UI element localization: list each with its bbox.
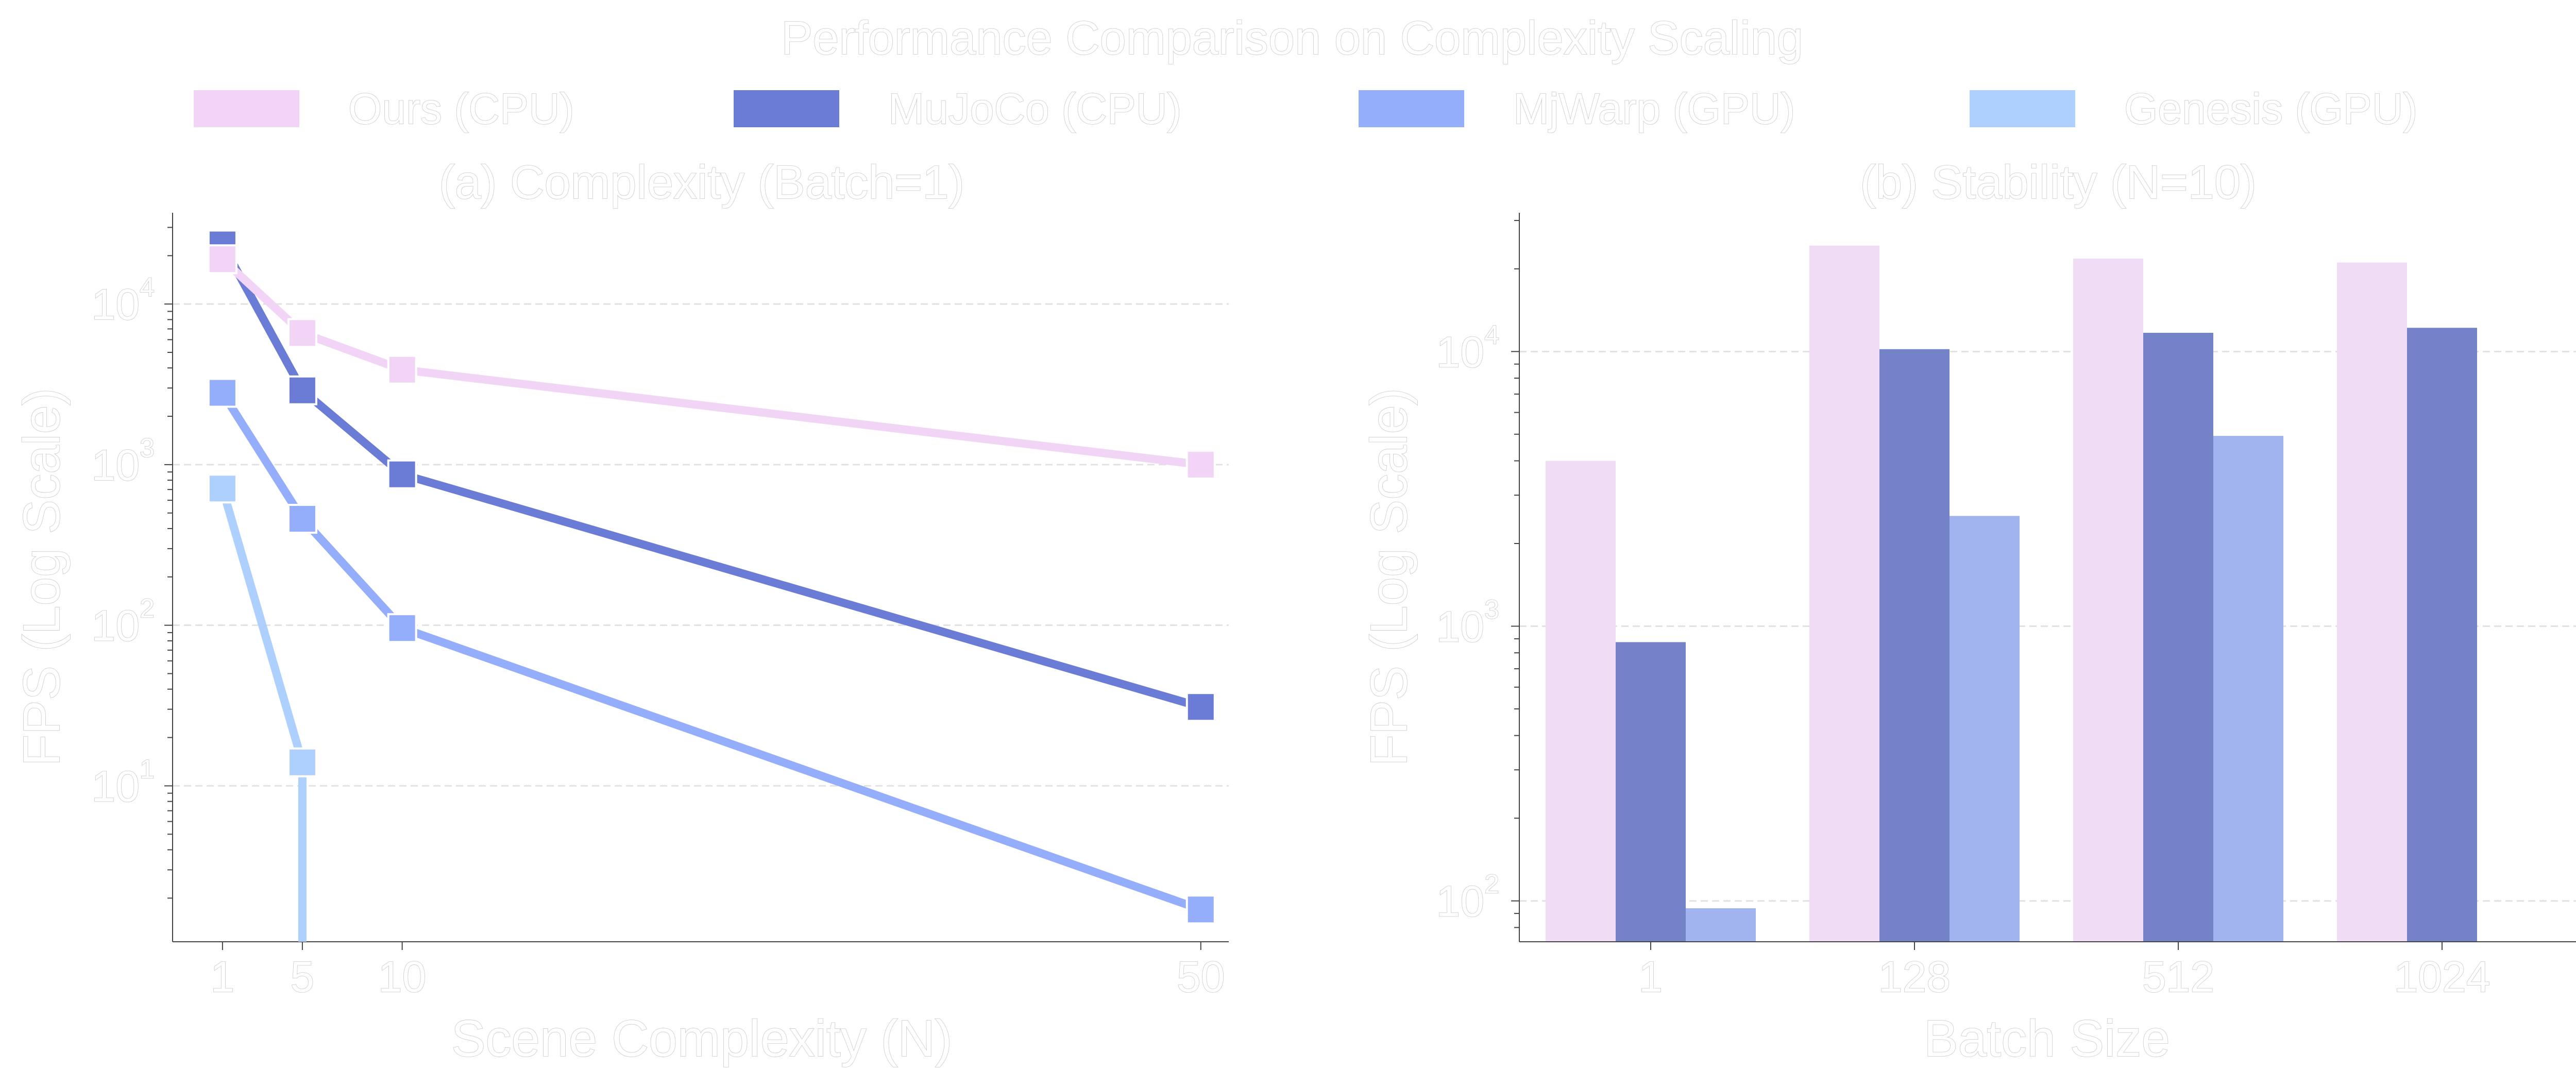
bar <box>1546 461 1616 942</box>
series-line-mujoco-cpu- <box>218 242 1202 711</box>
y-tick-label: 102 <box>1436 870 1499 926</box>
legend-swatch <box>1970 90 2075 127</box>
data-point-marker <box>1185 692 1216 722</box>
panel-b-xlabel: Batch Size <box>1924 1010 2170 1067</box>
bar <box>1616 642 1686 942</box>
bar <box>2143 332 2213 942</box>
series-line-ours-cpu- <box>219 256 1201 469</box>
data-point-marker <box>287 747 317 777</box>
x-tick-label: 50 <box>1177 953 1225 1001</box>
y-tick-label: 104 <box>1436 320 1499 376</box>
data-point-marker <box>207 244 238 275</box>
x-tick-label: 1024 <box>2394 953 2490 1001</box>
x-tick-label: 128 <box>1878 953 1951 1001</box>
panel-b-stability: (b) Stability (N=10) Batch Size FPS (Log… <box>1360 156 2576 1068</box>
bar <box>2213 436 2283 942</box>
data-point-marker <box>1185 449 1216 480</box>
y-tick-label: 103 <box>92 433 155 489</box>
bar <box>1879 349 1950 942</box>
y-tick-label: 104 <box>92 273 155 329</box>
y-tick-label: 103 <box>1436 595 1499 651</box>
legend-label: Genesis (GPU) <box>2124 84 2417 133</box>
bar <box>1686 908 1756 942</box>
series-line-mjwarp-gpu- <box>219 391 1202 913</box>
y-tick-label: 102 <box>92 594 155 650</box>
data-point-marker <box>387 354 417 385</box>
data-point-marker <box>287 375 317 405</box>
panel-a-complexity: (a) Complexity (Batch=1) Scene Complexit… <box>12 156 1229 1068</box>
panel-a-title: (a) Complexity (Batch=1) <box>439 156 964 209</box>
data-point-marker <box>1185 894 1216 925</box>
bar <box>1809 245 1879 942</box>
panel-b-ylabel: FPS (Log Scale) <box>1360 388 1418 766</box>
bar <box>2337 262 2407 942</box>
legend-swatch <box>1359 90 1464 127</box>
x-tick-label: 1 <box>211 953 235 1001</box>
legend-label: MjWarp (GPU) <box>1513 84 1795 133</box>
series-line-genesis-gpu- <box>218 487 307 942</box>
legend-swatch <box>194 90 299 127</box>
data-point-marker <box>207 473 238 504</box>
bar <box>1950 516 2020 942</box>
panel-a-ylabel: FPS (Log Scale) <box>13 388 71 766</box>
figure-title: Performance Comparison on Complexity Sca… <box>781 12 1803 64</box>
data-point-marker <box>207 378 238 408</box>
legend-label: MuJoCo (CPU) <box>888 84 1181 133</box>
legend-label: Ours (CPU) <box>348 84 574 133</box>
data-point-marker <box>287 504 317 534</box>
legend-swatch <box>734 90 839 127</box>
data-point-marker <box>387 459 417 489</box>
panel-a-xlabel: Scene Complexity (N) <box>451 1010 953 1067</box>
data-point-marker <box>287 318 317 348</box>
data-point-marker <box>387 613 417 643</box>
y-tick-label: 101 <box>92 754 155 810</box>
x-tick-label: 5 <box>291 953 315 1001</box>
bar <box>2407 328 2477 942</box>
panel-b-title: (b) Stability (N=10) <box>1860 156 2256 209</box>
x-tick-label: 1 <box>1639 953 1663 1001</box>
x-tick-label: 10 <box>378 953 426 1001</box>
x-tick-label: 512 <box>2142 953 2214 1001</box>
legend: Ours (CPU) MuJoCo (CPU) MjWarp (GPU) Genesi… <box>194 84 2418 133</box>
bar <box>2073 258 2143 942</box>
